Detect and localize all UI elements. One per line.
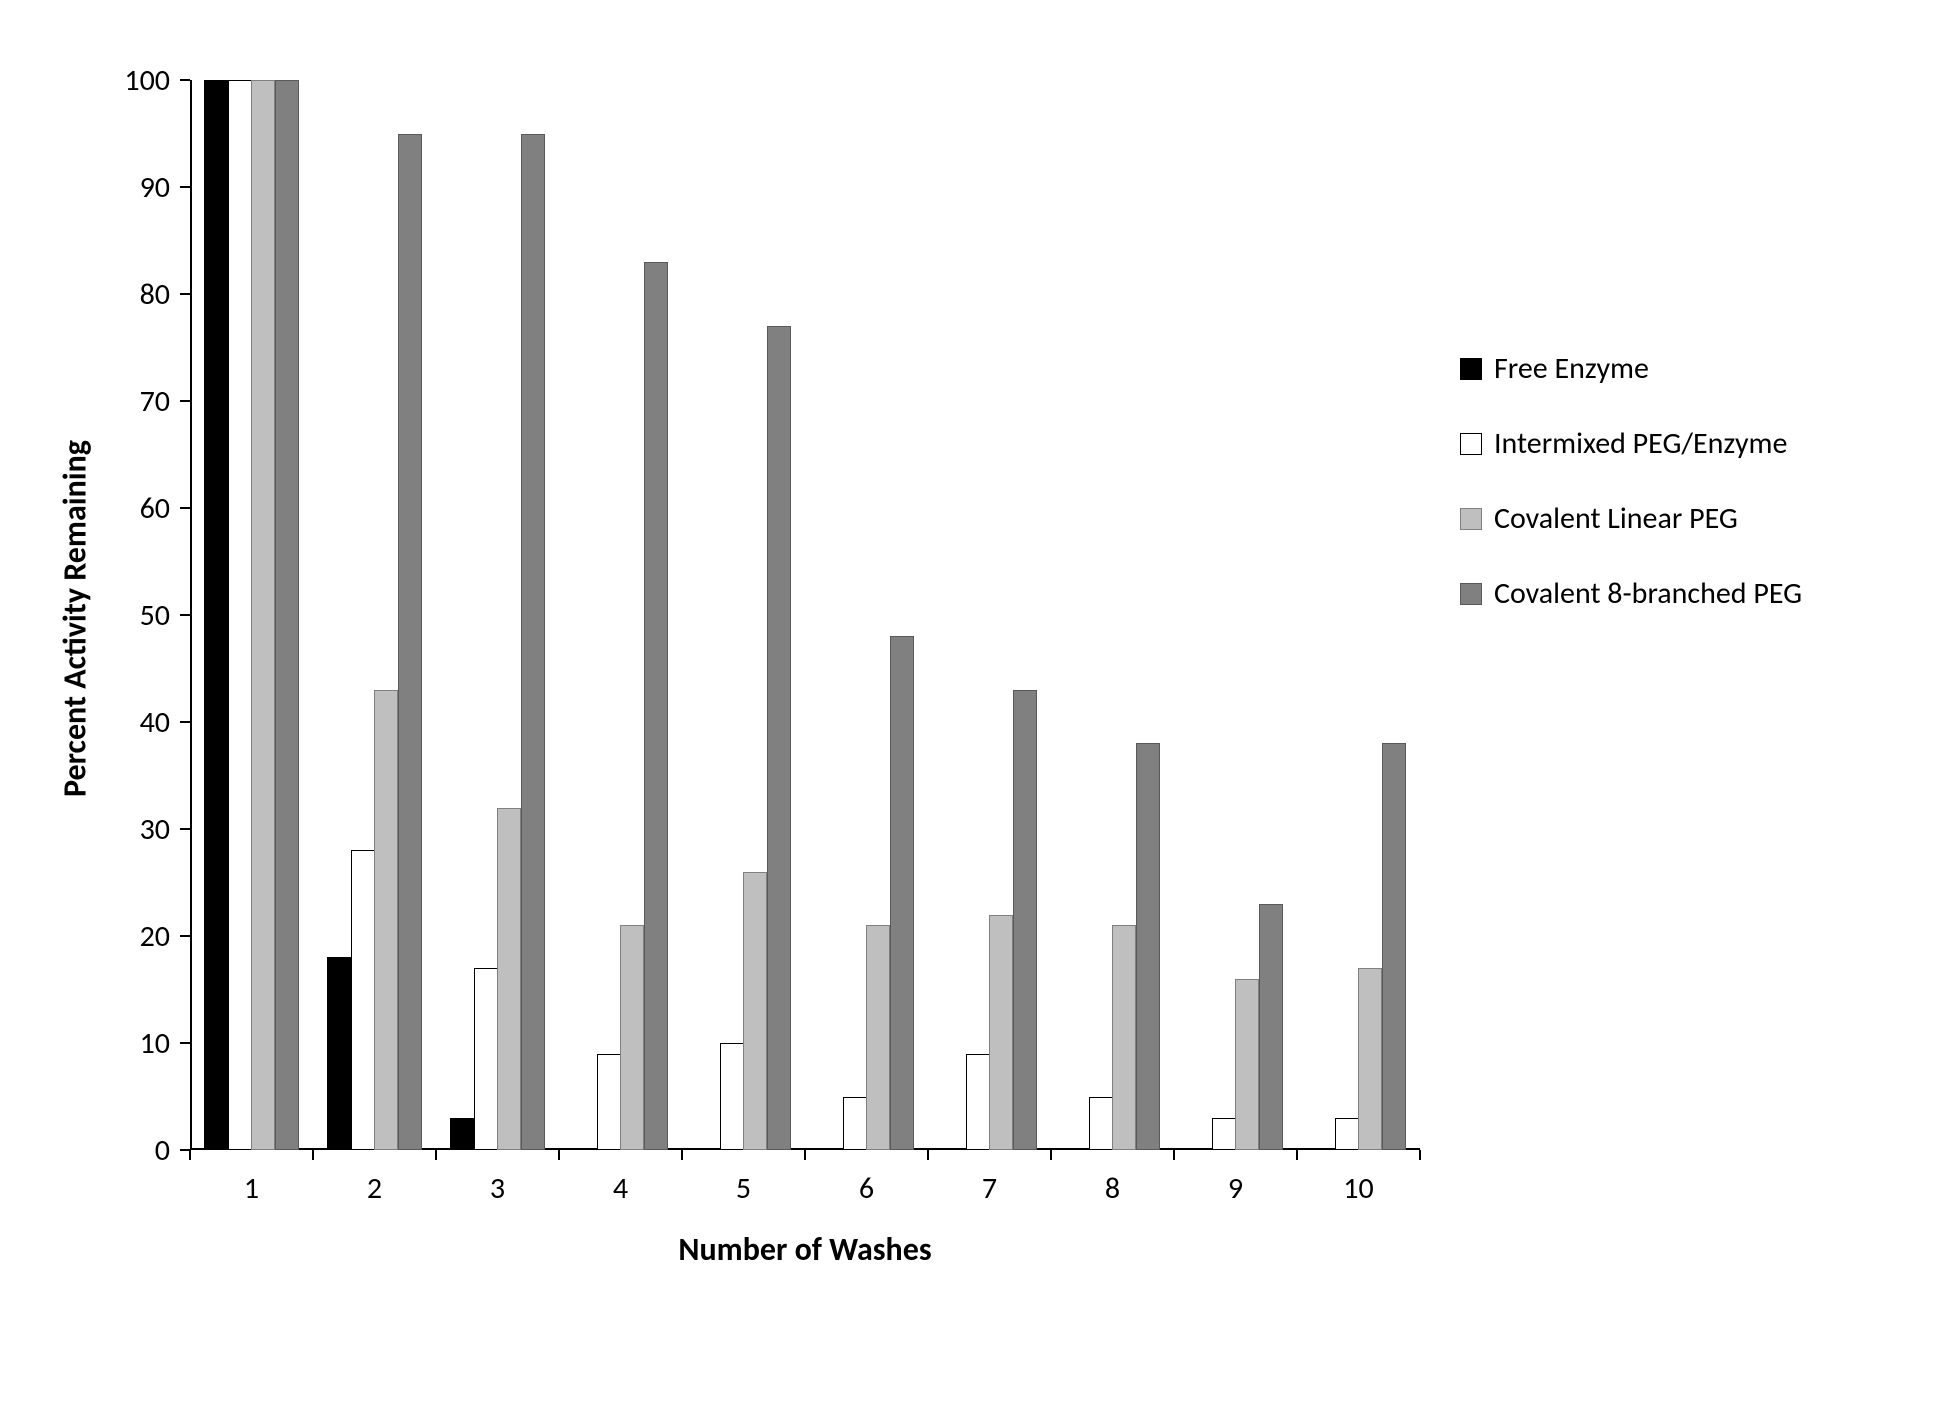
x-tick-label: 9	[1206, 1170, 1266, 1207]
bar	[890, 636, 914, 1150]
y-tick	[180, 828, 190, 830]
x-tick	[804, 1150, 806, 1160]
y-tick-label: 100	[110, 62, 170, 99]
bar	[1089, 1097, 1113, 1151]
y-tick	[180, 79, 190, 81]
legend-label: Intermixed PEG/Enzyme	[1494, 425, 1787, 462]
x-tick	[1419, 1150, 1421, 1160]
bar	[1382, 743, 1406, 1150]
bar	[251, 80, 275, 1150]
legend-item: Covalent Linear PEG	[1460, 500, 1802, 537]
x-tick	[312, 1150, 314, 1160]
x-tick	[189, 1150, 191, 1160]
bar	[351, 850, 375, 1150]
y-tick-label: 20	[110, 918, 170, 955]
x-tick	[435, 1150, 437, 1160]
x-axis-title: Number of Washes	[190, 1230, 1420, 1269]
legend: Free Enzyme Intermixed PEG/Enzyme Covalent…	[1460, 350, 1802, 650]
x-tick-label: 7	[960, 1170, 1020, 1207]
y-tick	[180, 186, 190, 188]
bar	[597, 1054, 621, 1150]
bar	[767, 326, 791, 1150]
y-tick	[180, 935, 190, 937]
legend-swatch	[1460, 358, 1482, 380]
bar	[1259, 904, 1283, 1150]
legend-label: Free Enzyme	[1494, 350, 1649, 387]
y-tick	[180, 507, 190, 509]
x-tick	[558, 1150, 560, 1160]
x-tick	[1050, 1150, 1052, 1160]
bar	[966, 1054, 990, 1150]
y-tick-label: 90	[110, 169, 170, 206]
x-tick-label: 8	[1083, 1170, 1143, 1207]
legend-swatch	[1460, 508, 1482, 530]
bar	[1013, 690, 1037, 1150]
y-tick	[180, 614, 190, 616]
x-tick-label: 4	[591, 1170, 651, 1207]
y-tick-label: 0	[110, 1132, 170, 1169]
bar	[644, 262, 668, 1150]
x-tick-label: 5	[714, 1170, 774, 1207]
y-tick	[180, 721, 190, 723]
x-tick-label: 1	[222, 1170, 282, 1207]
bar	[743, 872, 767, 1150]
x-tick	[681, 1150, 683, 1160]
bar	[1212, 1118, 1236, 1150]
y-tick	[180, 293, 190, 295]
y-tick-label: 80	[110, 276, 170, 313]
bar	[497, 808, 521, 1150]
y-tick	[180, 400, 190, 402]
x-tick-label: 10	[1329, 1170, 1389, 1207]
bar	[620, 925, 644, 1150]
bar	[450, 1118, 474, 1150]
legend-item: Intermixed PEG/Enzyme	[1460, 425, 1802, 462]
bar	[720, 1043, 744, 1150]
y-tick-label: 70	[110, 383, 170, 420]
bar	[327, 957, 351, 1150]
bar	[1235, 979, 1259, 1150]
y-axis-title: Percent Activity Remaining	[56, 419, 95, 819]
bar	[228, 80, 252, 1150]
y-tick-label: 50	[110, 597, 170, 634]
legend-swatch	[1460, 583, 1482, 605]
bar	[474, 968, 498, 1150]
y-tick-label: 60	[110, 490, 170, 527]
y-tick	[180, 1042, 190, 1044]
bar	[866, 925, 890, 1150]
y-tick-label: 40	[110, 704, 170, 741]
x-tick	[1296, 1150, 1298, 1160]
bar	[398, 134, 422, 1151]
bar	[521, 134, 545, 1151]
bar	[989, 915, 1013, 1150]
bar	[1136, 743, 1160, 1150]
x-tick-label: 3	[468, 1170, 528, 1207]
x-tick	[927, 1150, 929, 1160]
legend-item: Free Enzyme	[1460, 350, 1802, 387]
bar	[275, 80, 299, 1150]
x-tick	[1173, 1150, 1175, 1160]
x-tick-label: 2	[345, 1170, 405, 1207]
y-tick-label: 10	[110, 1025, 170, 1062]
legend-item: Covalent 8-branched PEG	[1460, 575, 1802, 612]
bar	[1358, 968, 1382, 1150]
bar	[1112, 925, 1136, 1150]
legend-swatch	[1460, 433, 1482, 455]
bar	[843, 1097, 867, 1151]
legend-label: Covalent Linear PEG	[1494, 500, 1738, 537]
bar	[204, 80, 228, 1150]
x-tick-label: 6	[837, 1170, 897, 1207]
bar	[374, 690, 398, 1150]
chart-container: Percent Activity Remaining Number of Was…	[0, 0, 1940, 1426]
bar	[1335, 1118, 1359, 1150]
legend-label: Covalent 8-branched PEG	[1494, 575, 1802, 612]
y-tick-label: 30	[110, 811, 170, 848]
